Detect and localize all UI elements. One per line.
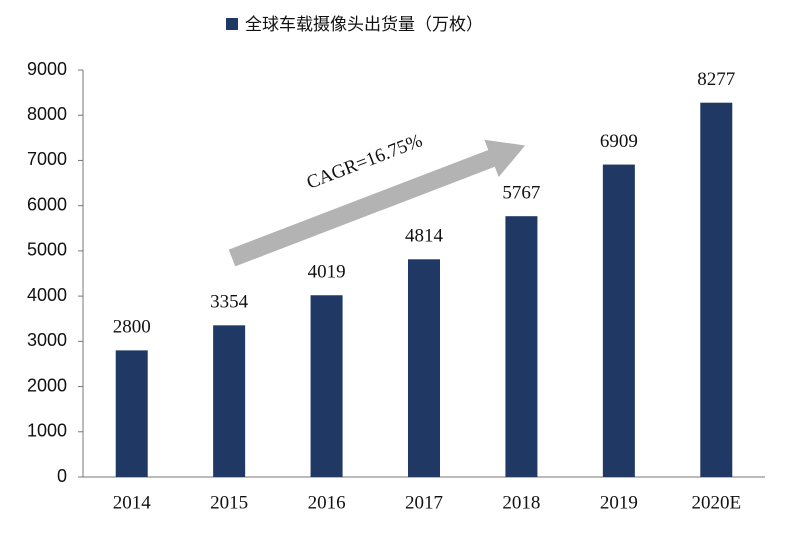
y-tick-label: 1000 <box>27 421 67 441</box>
bar <box>700 102 733 477</box>
y-tick-label: 3000 <box>27 330 67 350</box>
x-tick-label: 2017 <box>405 492 443 513</box>
y-tick-label: 6000 <box>27 194 67 214</box>
x-tick-label: 2014 <box>113 492 152 513</box>
y-tick-label: 7000 <box>27 149 67 169</box>
x-tick-label: 2020E <box>691 492 741 513</box>
y-tick-label: 9000 <box>27 59 67 79</box>
bar <box>505 216 538 478</box>
legend-swatch <box>226 18 238 30</box>
x-tick-label: 2016 <box>308 492 346 513</box>
arrow-shape <box>228 139 526 267</box>
bar <box>408 259 440 477</box>
data-label: 5767 <box>502 183 540 204</box>
x-tick-label: 2015 <box>210 492 248 513</box>
data-label: 4814 <box>405 226 444 247</box>
legend-label: 全球车载摄像头出货量（万枚） <box>245 15 483 35</box>
x-tick-label: 2018 <box>502 492 540 513</box>
data-label: 3354 <box>210 292 249 313</box>
data-label: 4019 <box>308 262 346 283</box>
bar <box>310 295 343 477</box>
bar <box>115 350 148 477</box>
y-tick-label: 4000 <box>27 285 67 305</box>
y-tick-label: 0 <box>57 466 67 486</box>
data-label: 2800 <box>113 317 151 338</box>
y-tick-label: 2000 <box>27 375 67 395</box>
bar <box>602 164 635 477</box>
trend-arrow <box>228 139 526 267</box>
x-tick-label: 2019 <box>600 492 638 513</box>
data-label: 6909 <box>600 131 638 152</box>
data-label: 8277 <box>697 69 735 90</box>
y-tick-label: 8000 <box>27 104 67 124</box>
bar <box>213 325 246 477</box>
y-tick-label: 5000 <box>27 240 67 260</box>
